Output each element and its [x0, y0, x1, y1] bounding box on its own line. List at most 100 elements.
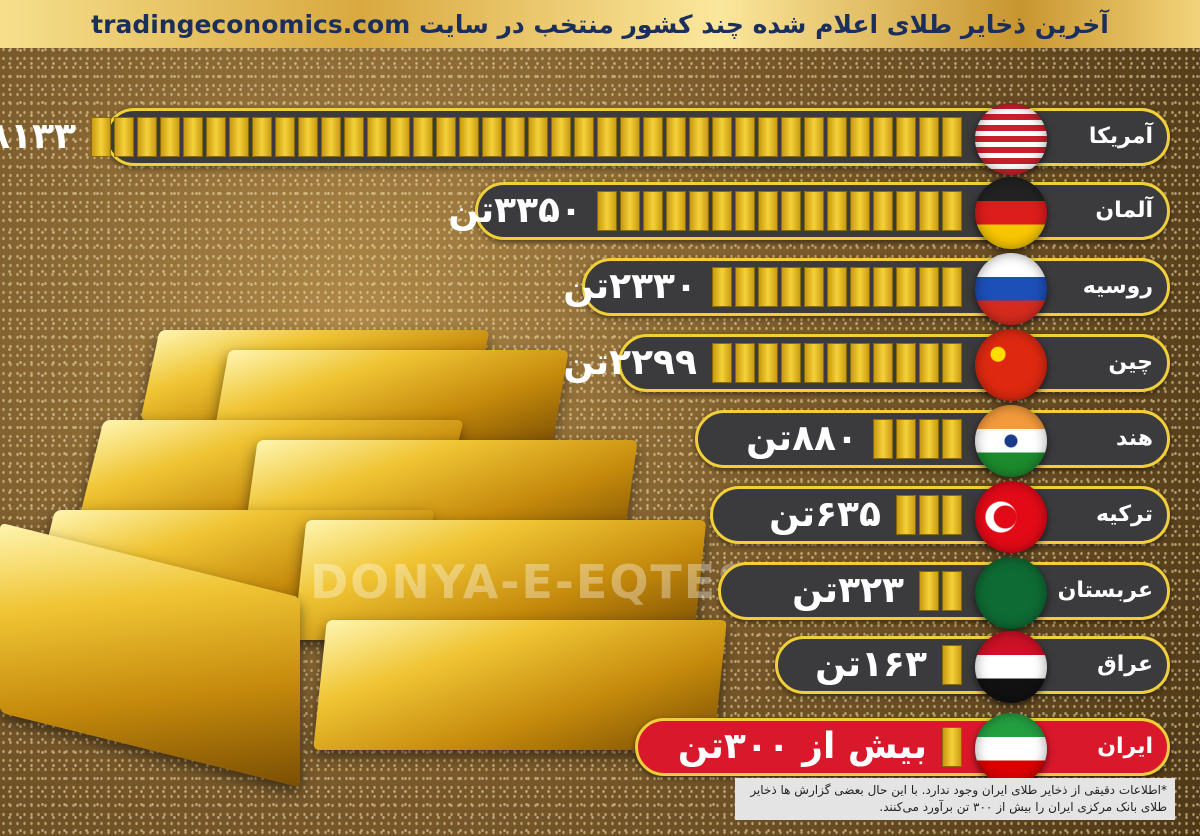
- gold-bar-mark: [620, 191, 640, 231]
- gold-bar-mark: [735, 117, 755, 157]
- value-label: ۸۸۰تن: [746, 418, 858, 459]
- gold-bar-mark: [298, 117, 318, 157]
- bar-row-iraq: عراق ۱۶۳تن: [775, 631, 1170, 703]
- gold-bar-mark: [896, 343, 916, 383]
- value-label: ۳۲۳تن: [792, 570, 904, 611]
- gold-bar-mark: [919, 571, 939, 611]
- value-label: ۲۳۳۰تن: [563, 266, 697, 307]
- gold-bar-mark: [942, 419, 962, 459]
- gold-bar-mark: [206, 117, 226, 157]
- gold-bar-mark: [896, 495, 916, 535]
- gold-bar-mark: [873, 343, 893, 383]
- gold-bar-mark: [827, 117, 847, 157]
- gold-bar-mark: [160, 117, 180, 157]
- gold-bar-mark: [781, 267, 801, 307]
- gold-bar-mark: [942, 571, 962, 611]
- gold-bar-mark: [390, 117, 410, 157]
- iraq-flag-icon: [975, 631, 1047, 703]
- gold-bar-mark: [643, 117, 663, 157]
- gold-bar-mark: [942, 495, 962, 535]
- india-flag-icon: [975, 405, 1047, 477]
- gold-bar-mark: [229, 117, 249, 157]
- value-label: ۸۱۳۳تن: [0, 116, 76, 157]
- gold-bar-mark: [942, 343, 962, 383]
- gold-bars: [942, 645, 962, 685]
- gold-bar-mark: [114, 117, 134, 157]
- gold-bar-mark: [758, 343, 778, 383]
- gold-bar-mark: [758, 267, 778, 307]
- gold-bar-mark: [689, 117, 709, 157]
- gold-bar-mark: [919, 343, 939, 383]
- gold-bar-mark: [873, 419, 893, 459]
- title-bar: آخرین ذخایر طلای اعلام شده چند کشور منتخ…: [0, 0, 1200, 48]
- gold-bar-mark: [781, 191, 801, 231]
- gold-bar-mark: [873, 267, 893, 307]
- gold-bar-mark: [827, 343, 847, 383]
- footnote: *اطلاعات دقیقی از ذخایر طلای ایران وجود …: [735, 778, 1175, 820]
- usa-flag-icon: [975, 103, 1047, 175]
- gold-bar-mark: [712, 343, 732, 383]
- gold-bar-mark: [275, 117, 295, 157]
- gold-bar-mark: [850, 117, 870, 157]
- gold-bar-mark: [942, 117, 962, 157]
- gold-bar-mark: [804, 343, 824, 383]
- russia-flag-icon: [975, 253, 1047, 325]
- gold-bar-mark: [804, 117, 824, 157]
- gold-bars: [873, 419, 962, 459]
- country-label: روسیه: [1082, 274, 1153, 299]
- country-label: عربستان: [1057, 578, 1153, 603]
- gold-bars: [712, 343, 962, 383]
- gold-bar-mark: [873, 191, 893, 231]
- gold-bar-mark: [919, 267, 939, 307]
- gold-bar-mark: [781, 117, 801, 157]
- gold-bar-mark: [919, 191, 939, 231]
- gold-bar-mark: [551, 117, 571, 157]
- gold-bar-mark: [666, 117, 686, 157]
- gold-bar-mark: [91, 117, 111, 157]
- bar-row-russia: روسیه ۲۳۳۰تن: [563, 253, 1170, 325]
- bar-row-germany: آلمان ۳۳۵۰تن: [448, 177, 1170, 249]
- saudi-arabia-flag-icon: [975, 557, 1047, 629]
- gold-bar-mark: [781, 343, 801, 383]
- gold-bar-mark: [942, 727, 962, 767]
- gold-bar-mark: [367, 117, 387, 157]
- gold-bar-mark: [758, 117, 778, 157]
- value-label: ۱۶۳تن: [815, 644, 927, 685]
- turkey-flag-icon: [975, 481, 1047, 553]
- bar-row-saudi-arabia: عربستان ۳۲۳تن: [718, 557, 1170, 629]
- gold-bar-mark: [505, 117, 525, 157]
- bar-row-iran: ایران بیش از ۳۰۰تن: [635, 713, 1170, 785]
- gold-bar-mark: [850, 191, 870, 231]
- country-label: ترکیه: [1095, 502, 1153, 527]
- iran-flag-icon: [975, 713, 1047, 785]
- gold-bars: [919, 571, 962, 611]
- gold-bar-mark: [896, 191, 916, 231]
- gold-bar-mark: [827, 191, 847, 231]
- gold-bar-mark: [620, 117, 640, 157]
- gold-bars: [942, 727, 962, 767]
- gold-bar-mark: [666, 191, 686, 231]
- gold-bar-mark: [735, 343, 755, 383]
- gold-bar-mark: [574, 117, 594, 157]
- bar-row-turkey: ترکیه ۶۳۵تن: [710, 481, 1170, 553]
- value-label: ۳۳۵۰تن: [448, 190, 582, 231]
- bar-row-china: چین ۲۲۹۹تن: [563, 329, 1170, 401]
- gold-bar-mark: [597, 191, 617, 231]
- gold-bar-mark: [252, 117, 272, 157]
- gold-bars: [712, 267, 962, 307]
- gold-bar-mark: [873, 117, 893, 157]
- gold-bar-mark: [735, 191, 755, 231]
- gold-bar-mark: [643, 191, 663, 231]
- gold-bar-mark: [482, 117, 502, 157]
- gold-bar-mark: [850, 267, 870, 307]
- value-label: بیش از ۳۰۰تن: [677, 726, 927, 767]
- country-label: آلمان: [1095, 198, 1153, 223]
- germany-flag-icon: [975, 177, 1047, 249]
- value-label: ۶۳۵تن: [769, 494, 881, 535]
- gold-bar-mark: [689, 191, 709, 231]
- country-label: ایران: [1097, 734, 1153, 759]
- gold-bar-mark: [413, 117, 433, 157]
- country-label: هند: [1116, 426, 1153, 451]
- gold-bar-mark: [919, 495, 939, 535]
- gold-bar-mark: [896, 419, 916, 459]
